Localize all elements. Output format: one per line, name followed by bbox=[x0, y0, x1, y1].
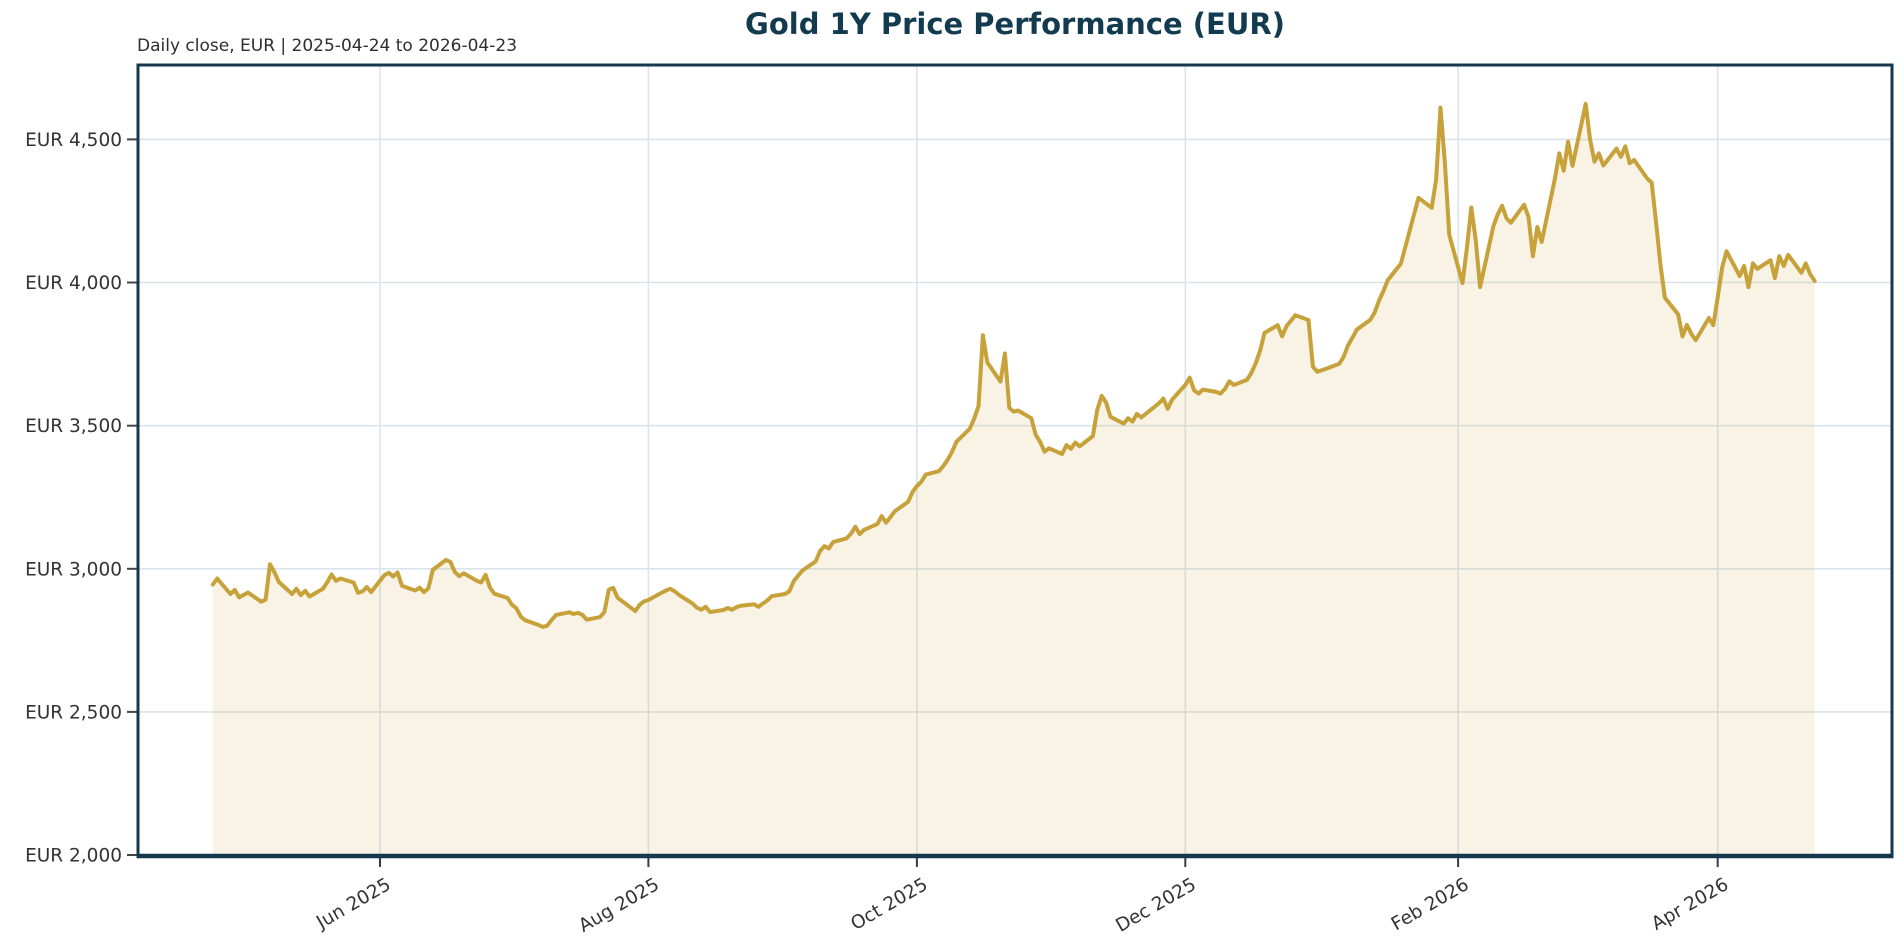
x-tick-label: Aug 2025 bbox=[575, 874, 663, 937]
chart-subtitle: Daily close, EUR | 2025-04-24 to 2026-04… bbox=[137, 36, 518, 56]
y-tick-label: EUR 3,000 bbox=[25, 559, 122, 580]
y-tick-label: EUR 3,500 bbox=[25, 416, 122, 437]
x-tick-label: Feb 2026 bbox=[1388, 874, 1473, 935]
chart-title: Gold 1Y Price Performance (EUR) bbox=[745, 7, 1285, 41]
x-tick-label: Dec 2025 bbox=[1112, 874, 1199, 937]
x-tick-label: Oct 2025 bbox=[847, 874, 931, 935]
x-tick-label: Jun 2025 bbox=[312, 874, 394, 934]
price-line bbox=[210, 101, 1817, 629]
y-tick-label: EUR 4,000 bbox=[25, 273, 122, 294]
price-area bbox=[212, 103, 1815, 855]
y-tick-label: EUR 2,500 bbox=[25, 702, 122, 723]
y-tick-label: EUR 2,000 bbox=[25, 846, 122, 867]
x-tick-label: Apr 2026 bbox=[1648, 874, 1732, 935]
y-tick-label: EUR 4,500 bbox=[25, 130, 122, 151]
